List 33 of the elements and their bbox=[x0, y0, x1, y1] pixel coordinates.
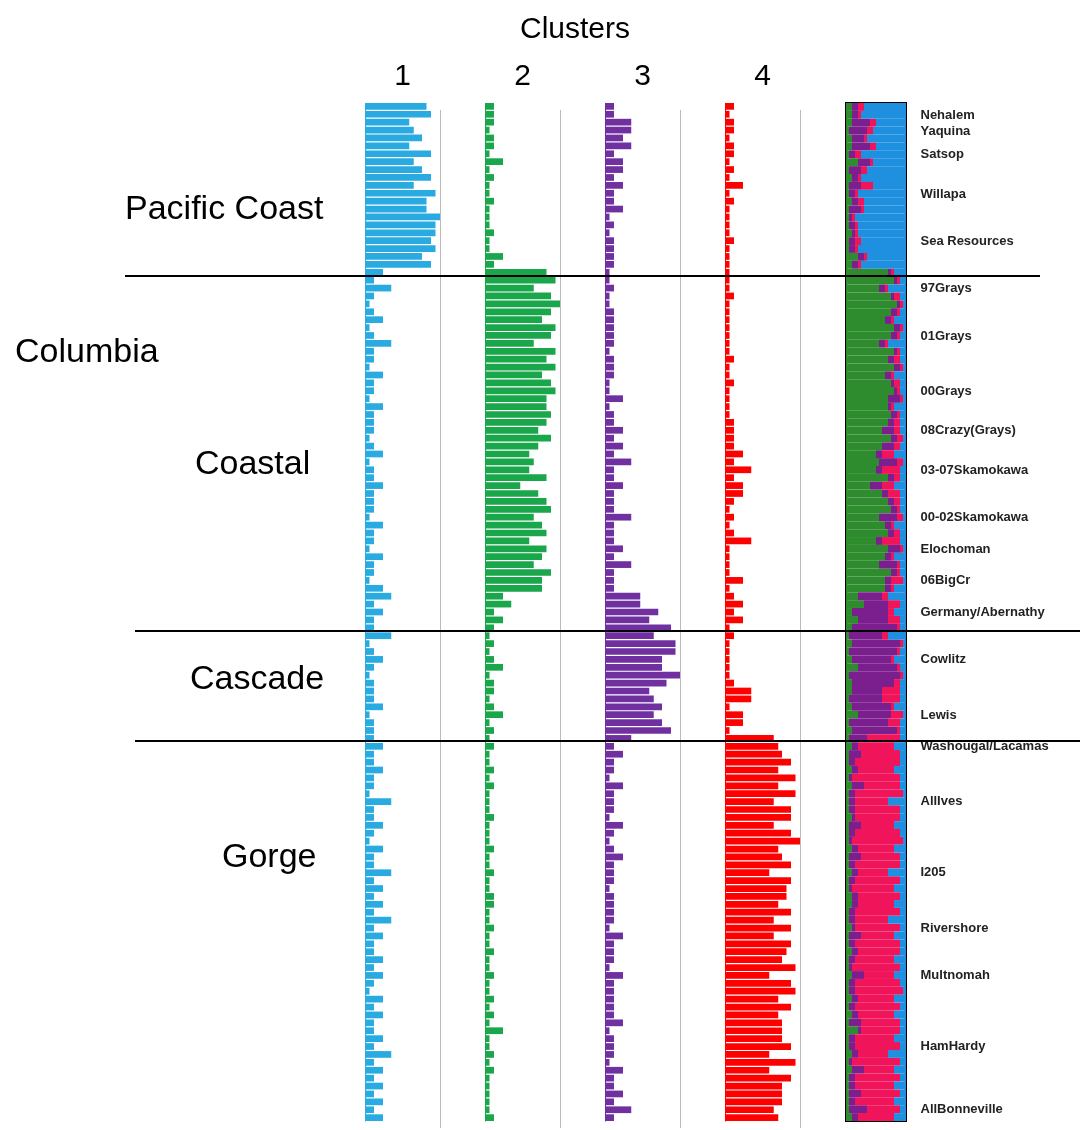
text: Columbia bbox=[15, 330, 159, 370]
y-tick-label: HamHardy bbox=[920, 1038, 987, 1054]
text: Cascade bbox=[190, 657, 325, 697]
chart-title: 2 bbox=[514, 58, 531, 91]
y-tick-label: 01Grays bbox=[920, 327, 972, 343]
y-tick-label: Cowlitz bbox=[920, 651, 967, 667]
chart-title: 1 bbox=[394, 58, 411, 91]
y-tick-label: Elochoman bbox=[920, 540, 991, 556]
text: Coastal bbox=[195, 442, 311, 482]
y-tick-label: Rivershore bbox=[920, 919, 989, 935]
y-tick-label: AllIves bbox=[920, 793, 963, 809]
y-tick-label: 00Grays bbox=[920, 383, 972, 399]
text: Pacific Coast bbox=[125, 187, 324, 227]
y-tick-label: Willapa bbox=[920, 185, 967, 201]
y-tick-label: Lewis bbox=[920, 706, 957, 722]
chart-title: 3 bbox=[634, 58, 651, 91]
y-tick-label: I205 bbox=[920, 864, 946, 880]
y-tick-label: 08Crazy(Grays) bbox=[920, 422, 1016, 438]
text: Clusters bbox=[520, 10, 631, 46]
y-tick-label: 06BigCr bbox=[920, 572, 971, 588]
y-tick-label: 03-07Skamokawa bbox=[920, 461, 1029, 477]
chart-title: 4 bbox=[754, 58, 771, 91]
y-tick-label: AllBonneville bbox=[920, 1101, 1003, 1117]
y-tick-label: Germany/Abernathy bbox=[920, 604, 1046, 619]
y-tick-label: Satsop bbox=[920, 146, 964, 162]
y-tick-label: Nehalem bbox=[920, 106, 975, 122]
y-tick-label: 97Grays bbox=[920, 280, 972, 296]
y-tick-label: Yaquina bbox=[920, 122, 972, 138]
y-tick-label: Multnomah bbox=[920, 967, 990, 983]
y-tick-label: Sea Resources bbox=[920, 233, 1014, 249]
text: Gorge bbox=[222, 835, 317, 875]
y-tick-label: 00-02Skamokawa bbox=[920, 509, 1029, 525]
y-tick-label: Washougal/Lacamas bbox=[920, 738, 1049, 754]
